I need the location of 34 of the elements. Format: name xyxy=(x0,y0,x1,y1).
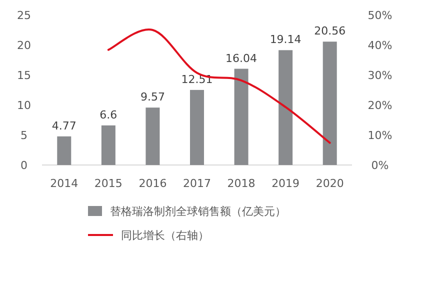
x-tick-label: 2015 xyxy=(94,177,122,190)
bar xyxy=(57,136,72,165)
y-tick-label: 5 xyxy=(20,129,28,142)
bar xyxy=(190,90,204,165)
x-tick-label: 2014 xyxy=(50,177,78,190)
data-label: 6.6 xyxy=(100,108,118,122)
data-label: 20.56 xyxy=(314,24,346,38)
legend-label: 替格瑞洛制剂全球销售额（亿美元） xyxy=(110,205,286,218)
y-tick-label: 20 xyxy=(17,39,31,52)
x-tick-label: 2017 xyxy=(183,177,211,190)
x-tick-label: 2019 xyxy=(272,177,300,190)
bar xyxy=(234,68,248,165)
y2-tick-label: 40% xyxy=(368,39,392,52)
bar xyxy=(322,42,337,165)
y-tick-label: 15 xyxy=(17,69,31,82)
y2-tick-label: 20% xyxy=(368,99,392,112)
x-tick-label: 2016 xyxy=(138,177,167,190)
y-tick-label: 10 xyxy=(17,99,31,112)
data-label: 9.57 xyxy=(140,90,165,104)
bar xyxy=(278,50,293,165)
data-label: 19.14 xyxy=(270,33,302,46)
bar xyxy=(146,108,160,165)
y2-tick-label: 10% xyxy=(368,129,392,142)
legend-label: 同比增长（右轴） xyxy=(121,229,209,242)
y-tick-label: 0 xyxy=(20,159,28,172)
bar xyxy=(101,125,116,165)
data-label: 16.04 xyxy=(226,52,258,65)
y-tick-label: 25 xyxy=(17,9,31,22)
x-tick-label: 2020 xyxy=(316,177,344,190)
x-tick-label: 2018 xyxy=(227,177,256,190)
y2-tick-label: 0% xyxy=(371,159,389,172)
y2-tick-label: 30% xyxy=(368,69,392,82)
y2-tick-label: 50% xyxy=(368,9,392,22)
data-label: 4.77 xyxy=(52,119,76,132)
